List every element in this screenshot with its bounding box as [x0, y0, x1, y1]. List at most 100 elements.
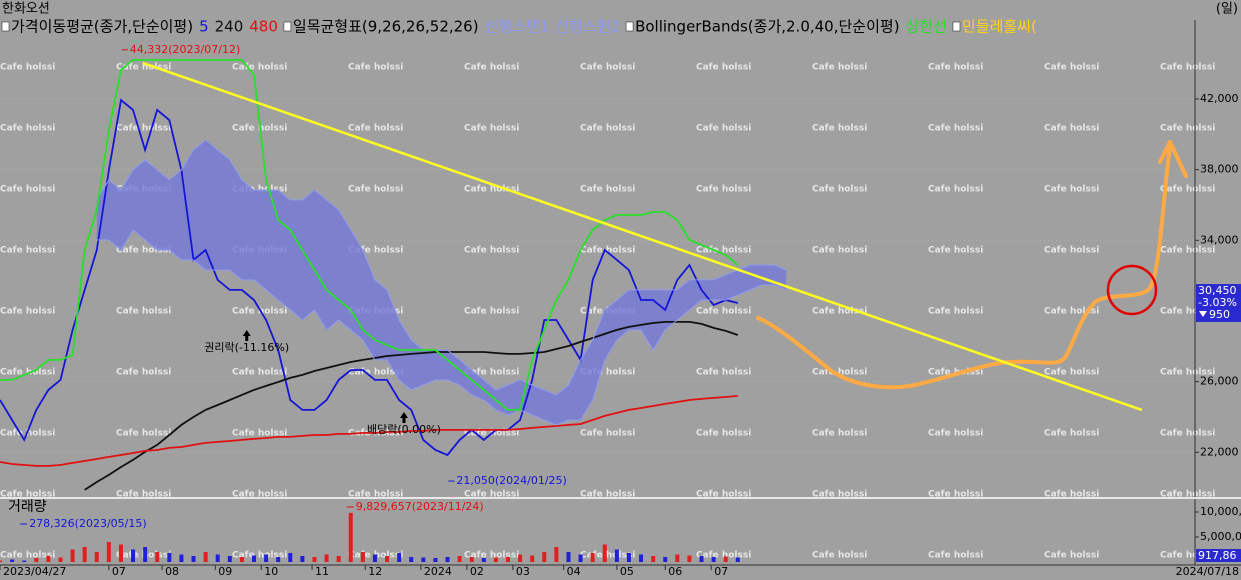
- watermark: Cafe holssi: [812, 429, 867, 439]
- watermark: Cafe holssi: [928, 551, 983, 561]
- watermark: Cafe holssi: [1044, 246, 1099, 256]
- watermark: Cafe holssi: [928, 185, 983, 195]
- volume-bar: [46, 556, 51, 562]
- watermark: Cafe holssi: [0, 368, 55, 378]
- watermark: Cafe holssi: [696, 307, 751, 317]
- x-tick-label: 08: [165, 565, 179, 578]
- volume-bar: [324, 554, 329, 562]
- volume-bar: [276, 557, 281, 562]
- volume-bar: [0, 560, 2, 562]
- volume-bar: [251, 555, 256, 562]
- volume-bar: [614, 549, 619, 562]
- watermark: Cafe holssi: [580, 551, 635, 561]
- volume-bar: [675, 554, 680, 562]
- volume-bar: [518, 554, 523, 562]
- volume-bar: [348, 512, 353, 562]
- volume-bar: [687, 555, 692, 562]
- volume-bar: [651, 556, 656, 562]
- volume-bar: [409, 557, 414, 562]
- watermark: Cafe holssi: [232, 63, 287, 73]
- watermark: Cafe holssi: [580, 63, 635, 73]
- last-date-label: 2024/07/18: [1176, 565, 1239, 578]
- watermark: Cafe holssi: [1044, 185, 1099, 195]
- legend-square: [1, 21, 10, 32]
- watermark: Cafe holssi: [0, 246, 55, 256]
- watermark: Cafe holssi: [580, 124, 635, 134]
- legend-square: [283, 21, 292, 32]
- volume-bar: [239, 557, 244, 562]
- watermark: Cafe holssi: [464, 124, 519, 134]
- volume-bar: [639, 554, 644, 562]
- watermark: Cafe holssi: [0, 124, 55, 134]
- volume-bar: [566, 552, 571, 562]
- watermark: Cafe holssi: [1044, 490, 1099, 500]
- volume-extreme-label: 9,829,657(2023/11/24): [356, 500, 484, 513]
- volume-bar: [227, 556, 232, 562]
- volume-bar: [360, 552, 365, 562]
- price-box-diff: 950: [1209, 308, 1230, 321]
- indicator-line: [0, 98, 739, 457]
- volume-bar: [723, 556, 728, 562]
- x-tick-label: 07: [714, 565, 728, 578]
- watermark: Cafe holssi: [1160, 429, 1215, 439]
- watermark: Cafe holssi: [928, 490, 983, 500]
- volume-bar: [578, 554, 583, 562]
- watermark: Cafe holssi: [580, 490, 635, 500]
- y-tick-label: 22,000: [1200, 445, 1239, 458]
- watermark: Cafe holssi: [1160, 124, 1215, 134]
- watermark: Cafe holssi: [232, 429, 287, 439]
- x-tick-label: 03: [516, 565, 530, 578]
- volume-bar: [167, 553, 172, 562]
- volume-bar: [554, 547, 559, 562]
- watermark: Cafe holssi: [116, 63, 171, 73]
- indicator-line: [96, 229, 787, 426]
- watermark: Cafe holssi: [232, 368, 287, 378]
- volume-bar: [590, 553, 595, 562]
- watermark: Cafe holssi: [1160, 490, 1215, 500]
- watermark: Cafe holssi: [928, 63, 983, 73]
- watermark: Cafe holssi: [696, 246, 751, 256]
- watermark: Cafe holssi: [928, 246, 983, 256]
- watermark: Cafe holssi: [116, 124, 171, 134]
- watermark: Cafe holssi: [348, 490, 403, 500]
- legend-group-title: 가격이동평균(종가,단순이평): [11, 18, 193, 36]
- volume-tick-label: 10,000,0: [1200, 505, 1241, 518]
- watermark: Cafe holssi: [812, 368, 867, 378]
- volume-bar: [106, 542, 111, 562]
- watermark: Cafe holssi: [1160, 307, 1215, 317]
- volume-bar: [143, 547, 148, 562]
- volume-bar: [155, 552, 160, 562]
- volume-plot: [0, 512, 740, 562]
- indicator-line: [0, 59, 739, 411]
- x-tick-label: 07: [112, 565, 126, 578]
- watermark: Cafe holssi: [348, 185, 403, 195]
- watermark: Cafe holssi: [116, 246, 171, 256]
- volume-bar: [34, 558, 39, 562]
- volume-extreme-label: 278,326(2023/05/15): [29, 517, 146, 530]
- period-label: (일): [1216, 2, 1238, 17]
- watermark: Cafe holssi: [0, 185, 55, 195]
- volume-bar: [336, 556, 341, 562]
- watermark: Cafe holssi: [696, 124, 751, 134]
- legend-entry: 5: [199, 18, 209, 36]
- watermark: Cafe holssi: [464, 368, 519, 378]
- watermark: Cafe holssi: [0, 551, 55, 561]
- volume-last-box: [1196, 549, 1241, 562]
- ichimoku-cloud: [96, 139, 787, 425]
- volume-bar: [22, 560, 27, 562]
- volume-bar: [530, 555, 535, 562]
- watermark: Cafe holssi: [1160, 246, 1215, 256]
- volume-bar: [203, 552, 208, 562]
- legend-entry: 선행스팬2: [555, 18, 620, 36]
- y-tick-label: 42,000: [1200, 92, 1239, 105]
- watermark: Cafe holssi: [348, 124, 403, 134]
- indicator-line: [96, 139, 787, 396]
- volume-bar: [94, 552, 99, 562]
- legend: 가격이동평균(종가,단순이평) 5 240 480 일목균형표(9,26,26,52,2…: [1, 18, 1037, 36]
- x-tick-label: 09: [218, 565, 232, 578]
- watermark: Cafe holssi: [0, 63, 55, 73]
- watermark: Cafe holssi: [696, 429, 751, 439]
- event-arrow: [242, 330, 251, 341]
- watermark: Cafe holssi: [464, 551, 519, 561]
